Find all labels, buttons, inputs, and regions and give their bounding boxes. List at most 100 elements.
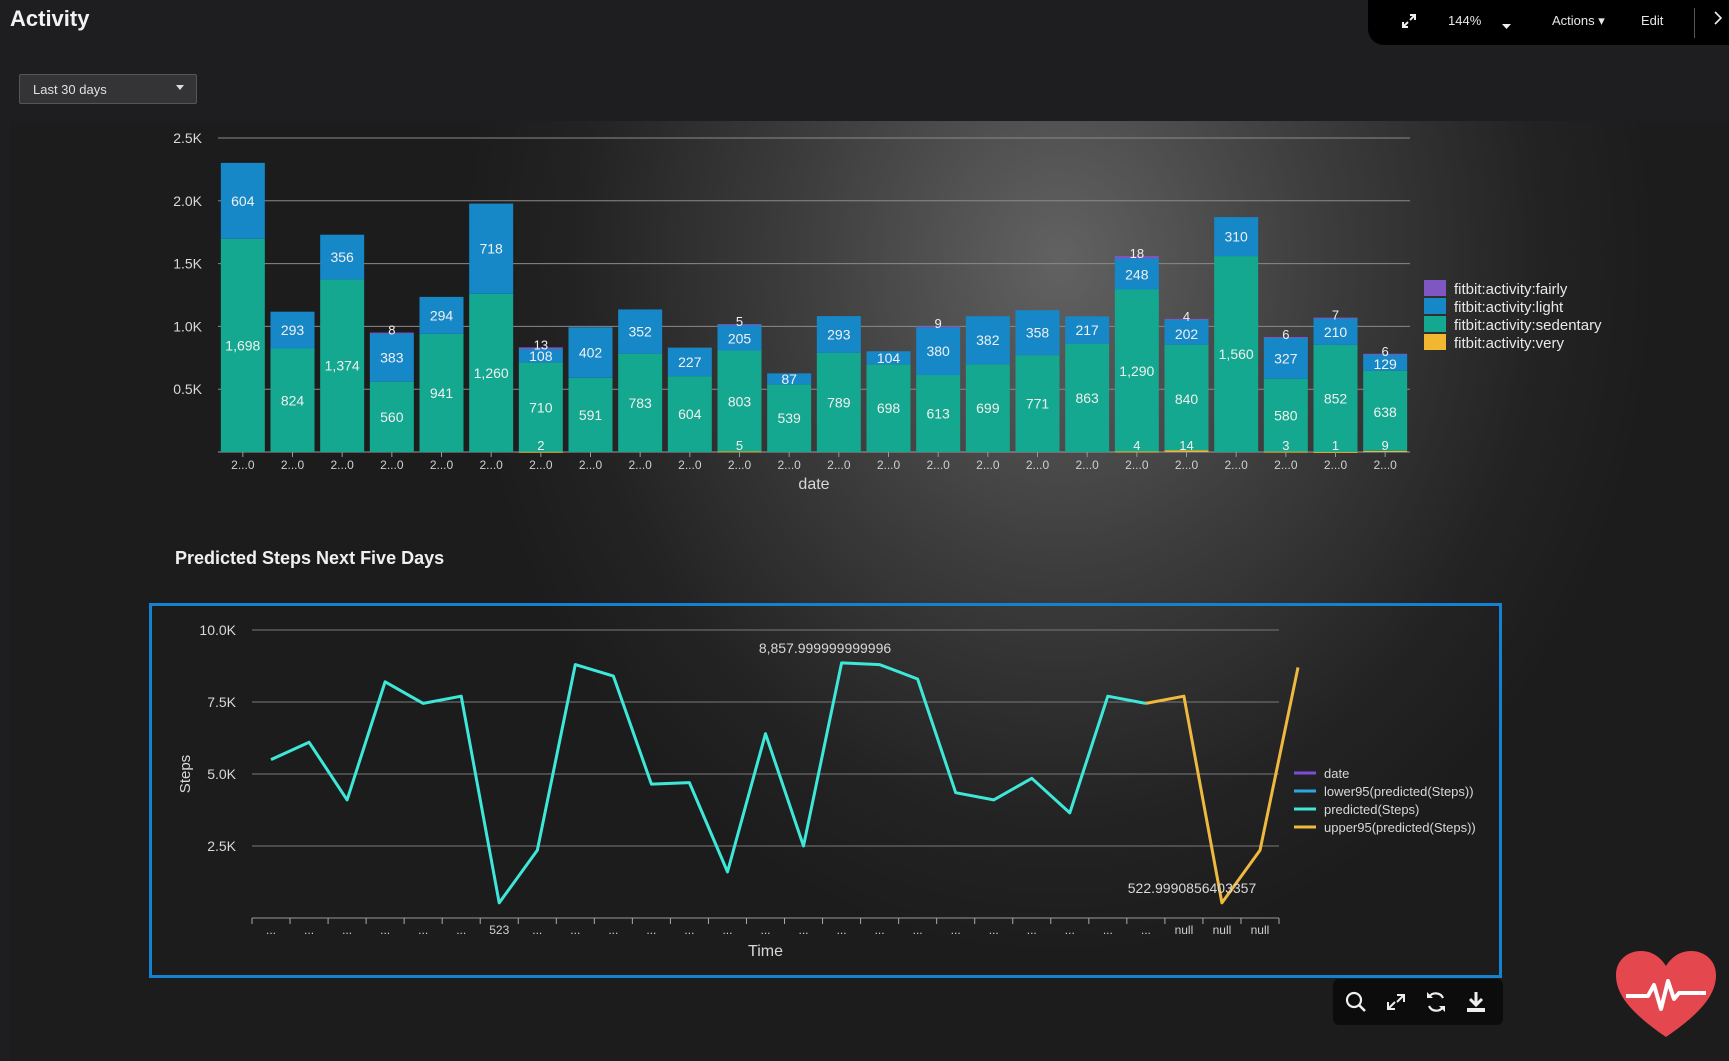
y-tick-label: 2.5K (173, 130, 202, 146)
refresh-icon[interactable] (1423, 989, 1449, 1015)
legend-label: fitbit:activity:very (1454, 335, 1565, 352)
bar-segment (1164, 344, 1209, 451)
data-label: 248 (1125, 266, 1149, 282)
data-label: 202 (1175, 326, 1199, 342)
data-label: 380 (926, 343, 950, 359)
bar-segment (916, 326, 961, 328)
bar-segment (1164, 450, 1209, 452)
bar-segment (916, 327, 961, 376)
x-tick-label: 2...0 (1075, 458, 1099, 472)
chevron-right-icon[interactable] (1714, 11, 1723, 28)
bar-segment (866, 364, 911, 452)
x-tick-label: 2...0 (529, 458, 553, 472)
x-tick-label: ... (304, 923, 314, 937)
data-label: 638 (1373, 404, 1397, 420)
bar-segment (568, 377, 613, 452)
data-label: 863 (1075, 390, 1099, 406)
data-label: 6 (1282, 327, 1289, 342)
data-label: 293 (827, 327, 851, 343)
x-tick-label: 2...0 (330, 458, 354, 472)
y-tick-label: 7.5K (207, 694, 236, 710)
data-label: 718 (479, 241, 503, 257)
prediction-chart-panel[interactable]: 2.5K 5.0K 7.5K 10.0K.................. 523..… (149, 603, 1502, 978)
data-label: 1,290 (1119, 363, 1154, 379)
actions-label: Actions (1552, 13, 1595, 28)
zoom-level[interactable]: 144% (1448, 13, 1482, 28)
expand-icon[interactable] (1383, 989, 1409, 1015)
bar-segment (866, 351, 911, 365)
bar-segment (1114, 451, 1159, 453)
x-tick-label: 2...0 (1274, 458, 1298, 472)
bar-segment (816, 316, 861, 353)
data-label: 1,560 (1219, 346, 1254, 362)
bar-segment (320, 279, 365, 452)
x-tick-label: 2...0 (827, 458, 851, 472)
data-label: 1,698 (225, 337, 260, 353)
bar-segment (419, 296, 464, 334)
fullscreen-icon[interactable] (1400, 12, 1418, 33)
x-tick-label: ... (1141, 923, 1151, 937)
data-label: 771 (1026, 396, 1050, 412)
bar-segment (469, 203, 514, 294)
bar-segment (270, 311, 315, 349)
x-tick-label: 2...0 (1373, 458, 1397, 472)
data-label: 327 (1274, 351, 1298, 367)
bar-segment (1065, 316, 1110, 344)
legend-label: predicted(Steps) (1324, 802, 1419, 817)
data-label: 14 (1179, 438, 1193, 453)
series-line (1145, 667, 1300, 905)
bar-segment (1114, 256, 1159, 259)
search-icon[interactable] (1343, 989, 1369, 1015)
legend-label: lower95(predicted(Steps)) (1324, 784, 1474, 799)
x-tick-label: 2...0 (1324, 458, 1348, 472)
data-label: 4 (1183, 309, 1190, 324)
x-tick-label: ... (875, 923, 885, 937)
x-tick-label: ... (799, 923, 809, 937)
x-tick-label: ... (760, 923, 770, 937)
bar-segment (369, 381, 414, 452)
x-tick-label: ... (570, 923, 580, 937)
x-axis-label: date (798, 476, 829, 493)
legend-label: fitbit:activity:light (1454, 299, 1564, 316)
bar-segment (1263, 337, 1308, 379)
x-tick-label: 2...0 (926, 458, 950, 472)
data-label: 18 (1130, 246, 1144, 261)
data-label: 5 (736, 314, 743, 329)
actions-menu[interactable]: Actions ▾ (1552, 13, 1605, 28)
bar-segment (717, 324, 762, 326)
min-annotation: 522.9990856403357 (1128, 880, 1257, 896)
bar-segment (1164, 319, 1209, 345)
data-label: 9 (935, 316, 942, 331)
data-label: 699 (976, 400, 1000, 416)
x-tick-label: null (1251, 923, 1270, 937)
bar-segment (618, 353, 663, 452)
x-tick-label: 2...0 (877, 458, 901, 472)
y-tick-label: 2.5K (207, 838, 236, 854)
x-tick-label: 2...0 (628, 458, 652, 472)
bar-segment (518, 362, 563, 452)
x-tick-label: 2...0 (1175, 458, 1199, 472)
data-label: 5 (736, 438, 743, 453)
x-tick-label: ... (456, 923, 466, 937)
x-tick-label: 523 (489, 923, 509, 937)
edit-button[interactable]: Edit (1641, 13, 1664, 28)
data-label: 591 (579, 407, 603, 423)
data-label: 3 (1282, 438, 1289, 453)
x-tick-label: ... (837, 923, 847, 937)
bar-segment (667, 347, 712, 377)
legend-swatch (1424, 280, 1446, 296)
zoom-dropdown-icon[interactable] (1502, 18, 1512, 33)
data-label: 941 (430, 385, 454, 401)
bar-segment (618, 309, 663, 354)
chart-title: Predicted Steps Next Five Days (175, 548, 445, 568)
x-tick-label: ... (380, 923, 390, 937)
x-tick-label: ... (1065, 923, 1075, 937)
series-line (270, 661, 1147, 905)
time-range-picker[interactable]: Last 30 days (19, 74, 197, 104)
bar-segment (816, 352, 861, 452)
bar-segment (1313, 318, 1358, 345)
x-tick-label: 2...0 (231, 458, 255, 472)
x-tick-label: ... (646, 923, 656, 937)
data-label: 840 (1175, 391, 1199, 407)
download-icon[interactable] (1463, 989, 1489, 1015)
